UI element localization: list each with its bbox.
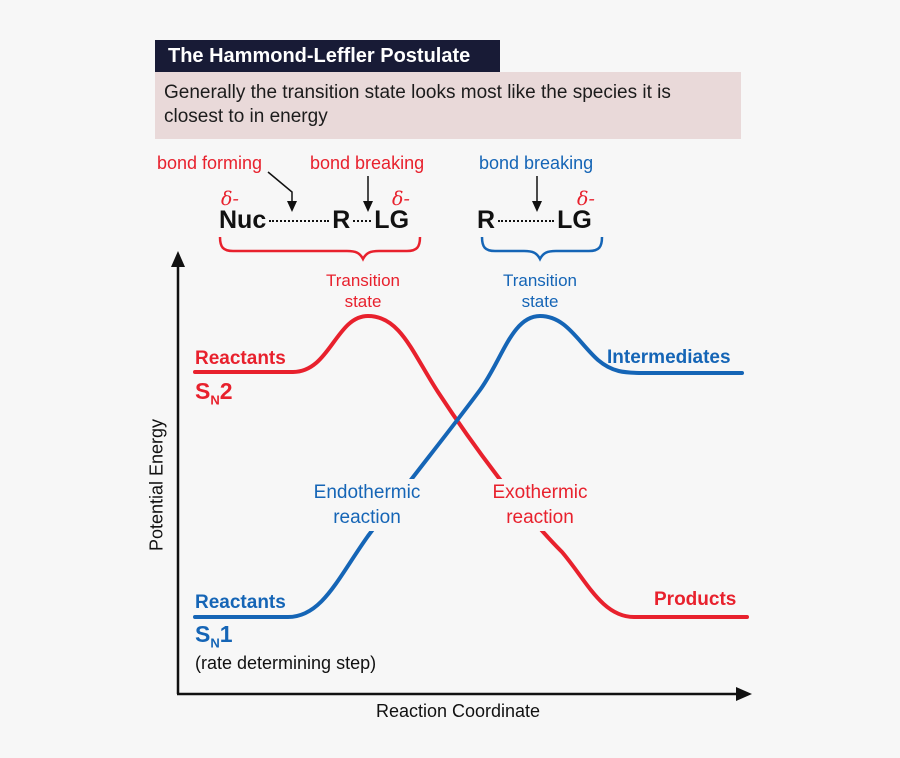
transition-state-sn1-line1: Transition: [502, 271, 577, 290]
transition-state-label-sn1: Transition state: [478, 270, 602, 312]
endothermic-label: Endothermic reaction: [303, 479, 431, 531]
bond-forming-arrowhead-icon: [287, 201, 297, 212]
sn1-delta: δ-: [577, 188, 595, 210]
exothermic-line1: Exothermic: [492, 482, 588, 503]
sn2-formula: Nuc R LG: [219, 206, 409, 235]
bond-forming-label: bond forming: [157, 153, 263, 173]
sn2-nucleophile: Nuc: [219, 206, 267, 234]
bond-forming-arrow: [267, 171, 293, 202]
sn2-brace: [218, 236, 422, 262]
reactants-sn2-label: Reactants: [195, 348, 286, 369]
rate-determining-step-note: (rate determining step): [195, 653, 377, 673]
bond-breaking-dots-sn1: [498, 219, 555, 222]
intermediates-label: Intermediates: [607, 347, 731, 368]
sn2-delta-left: δ-: [221, 188, 239, 210]
sn1-s: S: [195, 621, 211, 647]
exothermic-line2: reaction: [506, 507, 574, 528]
products-label: Products: [654, 589, 737, 610]
bond-breaking-sn2-label: bond breaking: [310, 153, 425, 173]
y-axis-label: Potential Energy: [146, 418, 167, 552]
subtitle-line1: Generally the transition state looks mos…: [164, 82, 671, 103]
sn1-reaction-label: SN1: [195, 621, 233, 651]
bond-breaking-sn1-label: bond breaking: [479, 153, 594, 173]
subtitle-line2: closest to in energy: [164, 106, 328, 127]
exothermic-label: Exothermic reaction: [476, 479, 604, 531]
sn2-leaving-group: LG: [374, 206, 410, 234]
sn1-energy-curve: [193, 313, 744, 619]
sn2-number: 2: [219, 378, 233, 404]
sn2-energy-curve: [193, 313, 749, 619]
x-axis-arrowhead-icon: [736, 687, 752, 701]
sn1-leaving-group: LG: [557, 206, 592, 234]
sn2-s: S: [195, 378, 211, 404]
reactants-sn1-label: Reactants: [195, 592, 286, 613]
transition-state-sn1-line2: state: [521, 292, 559, 311]
transition-state-label-sn2: Transition state: [301, 270, 425, 312]
subtitle: Generally the transition state looks mos…: [155, 72, 741, 139]
sn1-formula: R LG: [477, 206, 592, 235]
endothermic-line2: reaction: [333, 507, 401, 528]
transition-state-sn2-line2: state: [344, 292, 382, 311]
bond-breaking-sn1-arrowhead-icon: [532, 201, 542, 212]
bond-breaking-dots-sn2: [353, 219, 372, 222]
y-axis-arrowhead-icon: [171, 251, 185, 267]
sn2-r-group: R: [332, 206, 351, 234]
sn2-reaction-label: SN2: [195, 378, 233, 408]
sn1-r-group: R: [477, 206, 496, 234]
sn2-n-subscript: N: [210, 392, 220, 408]
sn1-brace: [480, 236, 604, 262]
transition-state-sn2-line1: Transition: [325, 271, 400, 290]
sn2-delta-right: δ-: [392, 188, 410, 210]
endothermic-line1: Endothermic: [313, 482, 421, 503]
page-title: The Hammond-Leffler Postulate: [155, 40, 500, 72]
sn1-number: 1: [219, 621, 233, 647]
bond-breaking-sn2-arrowhead-icon: [363, 201, 373, 212]
sn1-n-subscript: N: [210, 635, 220, 651]
x-axis-label: Reaction Coordinate: [375, 701, 541, 721]
bond-forming-dots: [269, 219, 330, 222]
